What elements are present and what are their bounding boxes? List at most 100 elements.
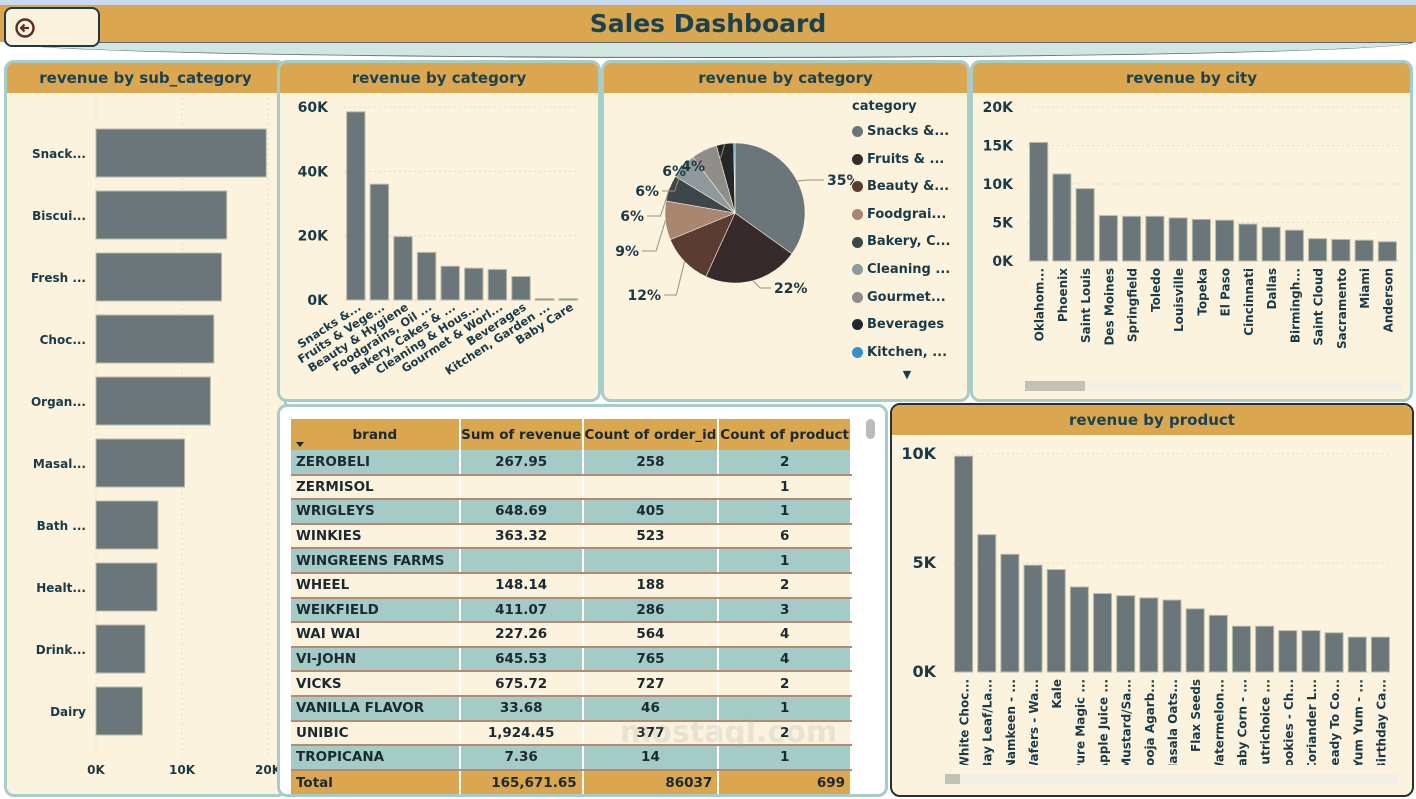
legend-item[interactable]: Cleaning ... <box>852 256 962 284</box>
x-tick-label: Sacramento <box>1335 268 1349 349</box>
cell-count-order: 377 <box>582 720 720 747</box>
column-header-count-order[interactable]: Count of order_id <box>582 419 720 450</box>
cell-count-product: 3 <box>718 597 852 624</box>
legend-item[interactable]: Beauty &... <box>852 173 962 201</box>
city-chart-scrollbar[interactable] <box>1025 381 1402 391</box>
x-tick-label: Des Moines <box>1102 268 1116 346</box>
table-row[interactable]: ZEROBELI 267.95 258 2 <box>291 450 852 476</box>
cell-count-order: 727 <box>582 671 720 697</box>
x-tick-label: Baby Corn - ... <box>1235 679 1249 765</box>
table-row[interactable]: UNIBIC 1,924.45 377 2 <box>291 720 852 747</box>
bar <box>369 183 390 301</box>
back-button[interactable] <box>4 7 100 47</box>
x-tick-label: Ready To Co... <box>1328 679 1342 765</box>
x-tick-label: Louisville <box>1172 268 1186 332</box>
table-row[interactable]: WINKIES 363.32 523 6 <box>291 523 852 550</box>
table-row[interactable]: WAI WAI 227.26 564 4 <box>291 622 852 648</box>
table-row[interactable]: TROPICANA 7.36 14 1 <box>291 745 852 771</box>
y-tick-label: Organ... <box>31 395 86 409</box>
bar <box>977 534 997 673</box>
bar <box>1069 586 1089 673</box>
legend-item[interactable]: Foodgrai... <box>852 201 962 229</box>
bar <box>1284 229 1304 262</box>
table-row[interactable]: ZERMISOL 1 <box>291 474 852 501</box>
product-chart: 0K 5K 10K White Choc... Bay Leaf/La... Namkee… <box>901 444 1392 765</box>
y-tick-label: Dairy <box>50 705 86 719</box>
title-bar <box>0 5 1416 42</box>
cell-sum-revenue: 148.14 <box>459 572 584 599</box>
scrollbar-thumb[interactable] <box>945 774 960 784</box>
x-tick-label: El Paso <box>1219 268 1233 316</box>
table-row[interactable]: VICKS 675.72 727 2 <box>291 671 852 697</box>
column-header-count-product[interactable]: Count of product <box>718 419 852 450</box>
sort-desc-icon[interactable] <box>296 442 304 447</box>
cell-count-product: 2 <box>718 450 852 476</box>
legend-label: Beauty &... <box>867 179 950 195</box>
brand-table-panel: brand Sum of revenue Count of order_id C… <box>277 404 888 797</box>
y-tick-label: 0K <box>992 254 1014 270</box>
x-tick-label: Namkeen - ... <box>1004 679 1018 765</box>
page-title: Sales Dashboard <box>589 9 827 38</box>
cell-count-order: 258 <box>582 450 720 476</box>
y-tick-label: Healt... <box>36 581 86 595</box>
bar <box>416 251 437 301</box>
cell-brand: ZEROBELI <box>291 450 461 476</box>
legend-item[interactable]: Snacks &... <box>852 118 962 146</box>
product-chart-scrollbar[interactable] <box>945 774 1397 784</box>
cell-count-product: 4 <box>718 622 852 648</box>
legend-item[interactable]: Gourmet... <box>852 284 962 312</box>
bar <box>1092 593 1113 673</box>
legend-label: Beverages <box>867 317 945 333</box>
y-tick-label: 0K <box>912 662 936 681</box>
legend-dot-icon <box>852 181 863 193</box>
cell-sum-revenue: 227.26 <box>459 622 584 648</box>
cell-brand: WHEEL <box>291 572 461 599</box>
cell-brand: UNIBIC <box>291 720 461 747</box>
table-row[interactable]: VI-JOHN 645.53 765 4 <box>291 646 852 673</box>
x-tick-label: Anderson <box>1381 268 1395 332</box>
cell-count-product: 1 <box>718 695 852 722</box>
x-tick-label: Toledo <box>1149 268 1163 312</box>
bar <box>1301 630 1321 673</box>
column-header-brand[interactable]: brand <box>291 419 461 450</box>
cell-sum-revenue: 33.68 <box>459 695 584 722</box>
x-tick-label: Phoenix <box>1056 268 1070 322</box>
bar <box>1331 238 1351 262</box>
pie-legend: category Snacks &... Fruits & ... Beauty &… <box>852 96 962 384</box>
cell-count-product: 1 <box>718 499 852 525</box>
table-row[interactable]: WRIGLEYS 648.69 405 1 <box>291 499 852 525</box>
bar <box>1354 239 1374 262</box>
bar <box>95 252 223 302</box>
cell-count-order: 564 <box>582 622 720 648</box>
legend-item[interactable]: Fruits & ... <box>852 146 962 174</box>
leader-line <box>647 188 671 217</box>
table-row[interactable]: WHEEL 148.14 188 2 <box>291 572 852 599</box>
bar <box>1377 241 1397 262</box>
legend-item[interactable]: Beverages <box>852 311 962 339</box>
table-row[interactable]: WEIKFIELD 411.07 286 3 <box>291 597 852 624</box>
scrollbar-thumb[interactable] <box>1025 381 1085 391</box>
x-tick-label: Mustard/Sa... <box>1120 679 1134 765</box>
table-scrollbar[interactable] <box>866 419 875 439</box>
legend-dot-icon <box>852 153 863 165</box>
legend-item[interactable]: Bakery, C... <box>852 228 962 256</box>
table-row[interactable]: WINGREENS FARMS 1 <box>291 548 852 574</box>
data-label: 22% <box>774 281 808 297</box>
leader-line <box>708 143 726 167</box>
table-row[interactable]: VANILLA FLAVOR 33.68 46 1 <box>291 695 852 722</box>
cell-sum-revenue: 267.95 <box>459 450 584 476</box>
data-label: 12% <box>627 288 661 304</box>
cell-brand: WRIGLEYS <box>291 499 461 525</box>
caret-down-icon[interactable]: ▼ <box>902 368 912 382</box>
data-label: 9% <box>615 244 639 260</box>
y-tick-label: Biscui... <box>32 209 86 223</box>
legend-item[interactable]: Kitchen, ... <box>852 339 962 367</box>
bar <box>1139 597 1159 673</box>
leader-line <box>797 179 824 182</box>
legend-label: Kitchen, ... <box>867 344 948 360</box>
panel-title: revenue by sub_category <box>7 63 284 93</box>
cell-sum-revenue: 411.07 <box>459 597 584 624</box>
column-header-sum-revenue[interactable]: Sum of revenue <box>459 419 584 450</box>
y-tick-label: 60K <box>298 100 329 116</box>
x-tick-label: Miami <box>1358 268 1372 309</box>
